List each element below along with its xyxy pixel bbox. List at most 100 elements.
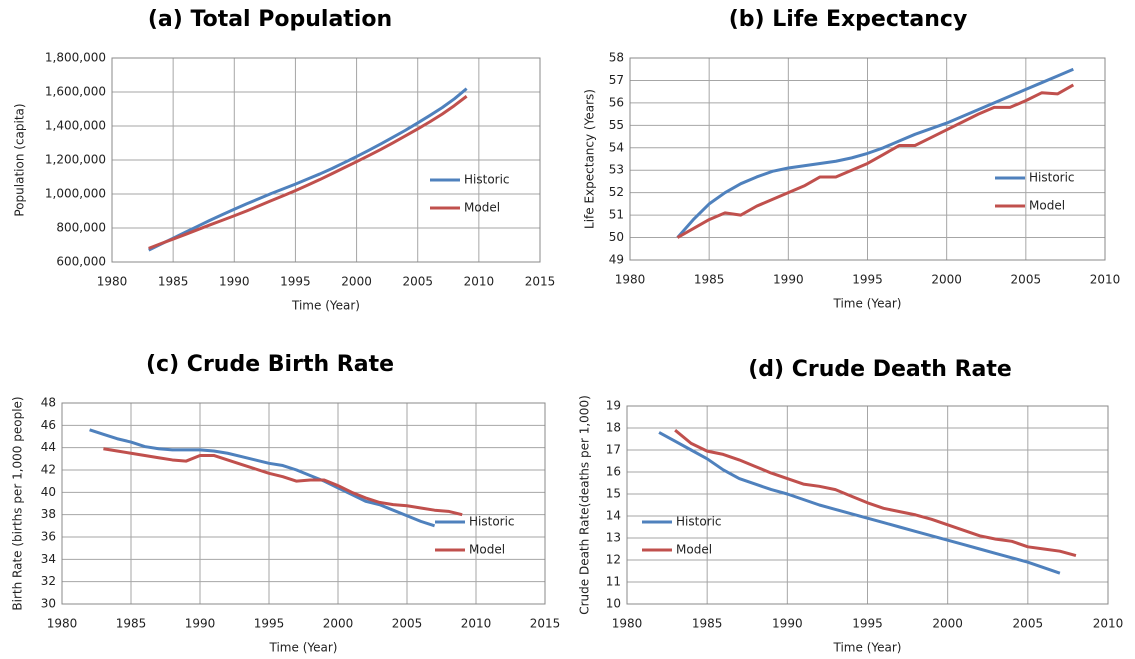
y-axis-title: Life Expectancy (Years) — [583, 89, 597, 229]
x-tick-label: 1980 — [97, 275, 128, 289]
y-tick-label: 44 — [41, 440, 56, 454]
x-axis-title: Time (Year) — [833, 297, 902, 311]
y-tick-label: 10 — [606, 597, 621, 611]
x-tick-label: 1985 — [158, 275, 189, 289]
y-tick-label: 46 — [41, 418, 56, 432]
x-axis-title: Time (Year) — [269, 641, 338, 655]
y-tick-label: 55 — [609, 118, 624, 132]
y-tick-label: 42 — [41, 463, 56, 477]
y-tick-label: 52 — [609, 185, 624, 199]
x-tick-label: 1995 — [280, 275, 311, 289]
x-tick-label: 1990 — [219, 275, 250, 289]
y-tick-label: 57 — [609, 73, 624, 87]
x-tick-label: 2005 — [402, 275, 433, 289]
y-tick-label: 1,200,000 — [45, 153, 106, 167]
chart-title: (a) Total Population — [148, 7, 392, 32]
y-tick-label: 18 — [606, 421, 621, 435]
x-tick-label: 2015 — [525, 275, 556, 289]
y-tick-label: 30 — [41, 597, 56, 611]
chart-panel: (a) Total Population 600,000 800,000 1,000,… — [13, 7, 556, 313]
plot-frame — [626, 405, 1109, 605]
y-tick-label: 53 — [609, 163, 624, 177]
data-line — [103, 447, 463, 517]
data-line — [148, 95, 468, 250]
y-tick-label: 40 — [41, 485, 56, 499]
y-tick-label: 56 — [609, 95, 624, 109]
chart-panel: (b) Life Expectancy 49 50 51 52 53 54 55 56 57 58 1… — [583, 7, 1121, 311]
x-tick-label: 2000 — [323, 617, 354, 631]
legend-label: Historic — [676, 515, 722, 529]
x-tick-label: 1985 — [116, 617, 147, 631]
y-tick-label: 12 — [606, 553, 621, 567]
y-tick-label: 50 — [609, 230, 624, 244]
x-tick-label: 1990 — [773, 273, 804, 287]
plot-frame — [111, 57, 541, 263]
y-tick-label: 800,000 — [56, 221, 106, 235]
x-tick-label: 1980 — [47, 617, 78, 631]
y-tick-label: 32 — [41, 574, 56, 588]
legend-label: Historic — [1029, 171, 1075, 185]
y-tick-label: 34 — [41, 552, 56, 566]
legend-label: Model — [676, 543, 712, 557]
y-tick-label: 58 — [609, 51, 624, 65]
x-tick-label: 1995 — [254, 617, 285, 631]
legend-label: Historic — [469, 515, 515, 529]
legend-label: Model — [469, 543, 505, 557]
y-tick-label: 1,800,000 — [45, 51, 106, 65]
y-tick-label: 600,000 — [56, 255, 106, 269]
y-tick-label: 13 — [606, 531, 621, 545]
x-tick-label: 1985 — [694, 273, 725, 287]
x-tick-label: 1980 — [612, 617, 643, 631]
y-tick-label: 17 — [606, 443, 621, 457]
y-tick-label: 48 — [41, 396, 56, 410]
x-tick-label: 1980 — [615, 273, 646, 287]
data-line — [148, 87, 468, 252]
y-tick-label: 11 — [606, 575, 621, 589]
y-axis-title: Crude Death Rate(deaths per 1,000) — [578, 395, 592, 615]
x-tick-label: 1990 — [185, 617, 216, 631]
data-line — [676, 67, 1074, 239]
chart-panel: (d) Crude Death Rate 10 11 12 13 14 15 16 17 18 19… — [578, 357, 1124, 655]
y-tick-label: 49 — [609, 253, 624, 267]
y-axis-title: Birth Rate (births per 1,000 people) — [11, 396, 25, 610]
x-tick-label: 2005 — [1013, 617, 1044, 631]
y-tick-label: 51 — [609, 208, 624, 222]
legend-label: Model — [464, 201, 500, 215]
y-tick-label: 19 — [606, 399, 621, 413]
y-tick-label: 38 — [41, 507, 56, 521]
x-tick-label: 1985 — [692, 617, 723, 631]
x-tick-label: 2015 — [530, 617, 561, 631]
x-tick-label: 2005 — [1011, 273, 1042, 287]
data-line — [674, 429, 1077, 558]
x-tick-label: 1995 — [852, 617, 883, 631]
x-tick-label: 2000 — [341, 275, 372, 289]
legend-label: Historic — [464, 173, 510, 187]
x-tick-label: 2000 — [932, 617, 963, 631]
y-tick-label: 1,400,000 — [45, 119, 106, 133]
x-axis-title: Time (Year) — [833, 641, 902, 655]
y-tick-label: 16 — [606, 465, 621, 479]
x-tick-label: 2010 — [461, 617, 492, 631]
data-line — [676, 83, 1075, 239]
x-tick-label: 2010 — [464, 275, 495, 289]
plot-frame — [629, 57, 1106, 261]
x-tick-label: 2000 — [931, 273, 962, 287]
y-tick-label: 15 — [606, 487, 621, 501]
chart-title: (d) Crude Death Rate — [748, 357, 1012, 382]
y-tick-label: 54 — [609, 140, 624, 154]
y-tick-label: 14 — [606, 509, 621, 523]
x-tick-label: 1995 — [852, 273, 883, 287]
x-tick-label: 1990 — [772, 617, 803, 631]
data-line — [658, 431, 1061, 575]
data-line — [89, 428, 436, 528]
x-tick-label: 2005 — [392, 617, 423, 631]
y-tick-label: 1,600,000 — [45, 85, 106, 99]
x-tick-label: 2010 — [1090, 273, 1121, 287]
x-tick-label: 2010 — [1093, 617, 1124, 631]
x-axis-title: Time (Year) — [291, 299, 360, 313]
chart-panel: (c) Crude Birth Rate 30 32 34 36 38 40 42 44 46 48… — [11, 352, 561, 655]
chart-title: (b) Life Expectancy — [729, 7, 968, 32]
y-tick-label: 36 — [41, 530, 56, 544]
chart-title: (c) Crude Birth Rate — [146, 352, 394, 377]
